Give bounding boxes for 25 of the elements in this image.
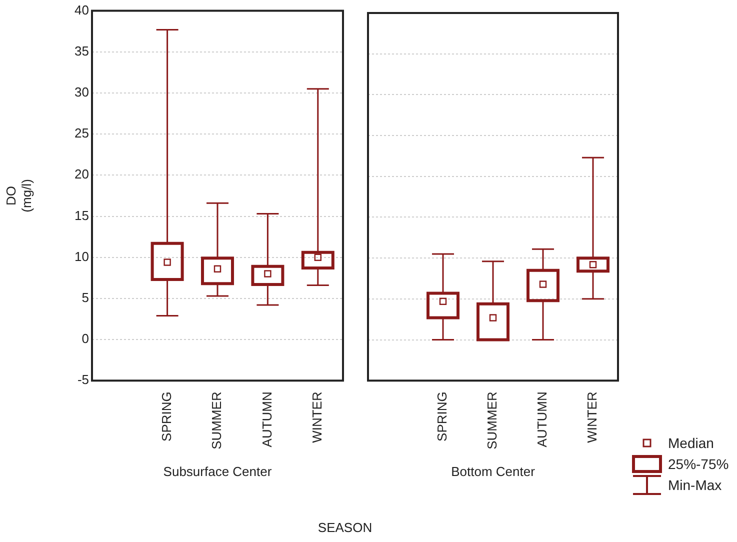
x-tick-label: AUTUMN xyxy=(259,392,274,448)
y-tick-label: 20 xyxy=(74,166,89,182)
x-tick-label: SPRING xyxy=(434,392,450,442)
y-tick-label: 10 xyxy=(74,248,89,264)
text: SEASON xyxy=(316,520,374,535)
y-tick-label: -5 xyxy=(77,372,89,388)
x-axis-title: Bottom Center xyxy=(451,464,536,479)
y-tick-label: 15 xyxy=(74,208,89,223)
x-tick-label: AUTUMN xyxy=(534,392,550,448)
x-tick-label: WINTER xyxy=(584,392,600,443)
text: Median xyxy=(668,434,714,450)
x-tick-label: SUMMER xyxy=(209,392,224,450)
text: Min-Max xyxy=(668,476,722,492)
x-tick-label: SPRING xyxy=(158,392,174,442)
y-tick-label: 5 xyxy=(82,290,89,306)
y-tick-label: 35 xyxy=(74,43,89,58)
x-tick-label: SUMMER xyxy=(484,392,500,450)
y-tick-label: 0 xyxy=(82,331,89,346)
y-tick-label: 40 xyxy=(74,2,89,18)
x-tick-label: WINTER xyxy=(309,392,324,443)
x-axis-title: Subsurface Center xyxy=(163,464,272,479)
y-tick-label: 30 xyxy=(74,84,89,100)
text: 25%-75% xyxy=(668,456,729,472)
y-axis-title: DO (mg/l) xyxy=(3,179,34,212)
y-tick-label: 25 xyxy=(74,126,89,141)
